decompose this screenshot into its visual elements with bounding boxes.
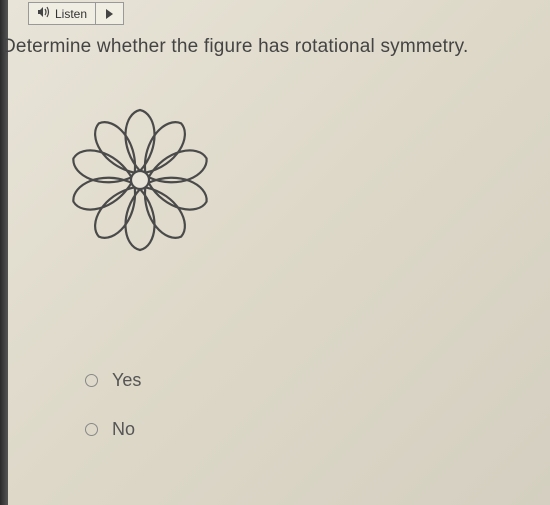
play-button[interactable]	[95, 2, 124, 25]
figure-container	[55, 95, 225, 265]
answer-options: Yes No	[85, 370, 141, 440]
toolbar: Listen	[28, 2, 124, 25]
flower-figure	[55, 95, 225, 265]
question-text: Determine whether the figure has rotatio…	[2, 36, 468, 58]
option-label-yes: Yes	[112, 370, 141, 391]
option-no[interactable]: No	[85, 419, 141, 440]
option-label-no: No	[112, 419, 135, 440]
listen-button[interactable]: Listen	[28, 2, 95, 25]
radio-no[interactable]	[85, 423, 98, 436]
speaker-icon	[37, 6, 51, 21]
play-icon	[106, 9, 113, 19]
option-yes[interactable]: Yes	[85, 370, 141, 391]
listen-label: Listen	[55, 7, 87, 21]
page-edge	[0, 0, 8, 505]
radio-yes[interactable]	[85, 374, 98, 387]
